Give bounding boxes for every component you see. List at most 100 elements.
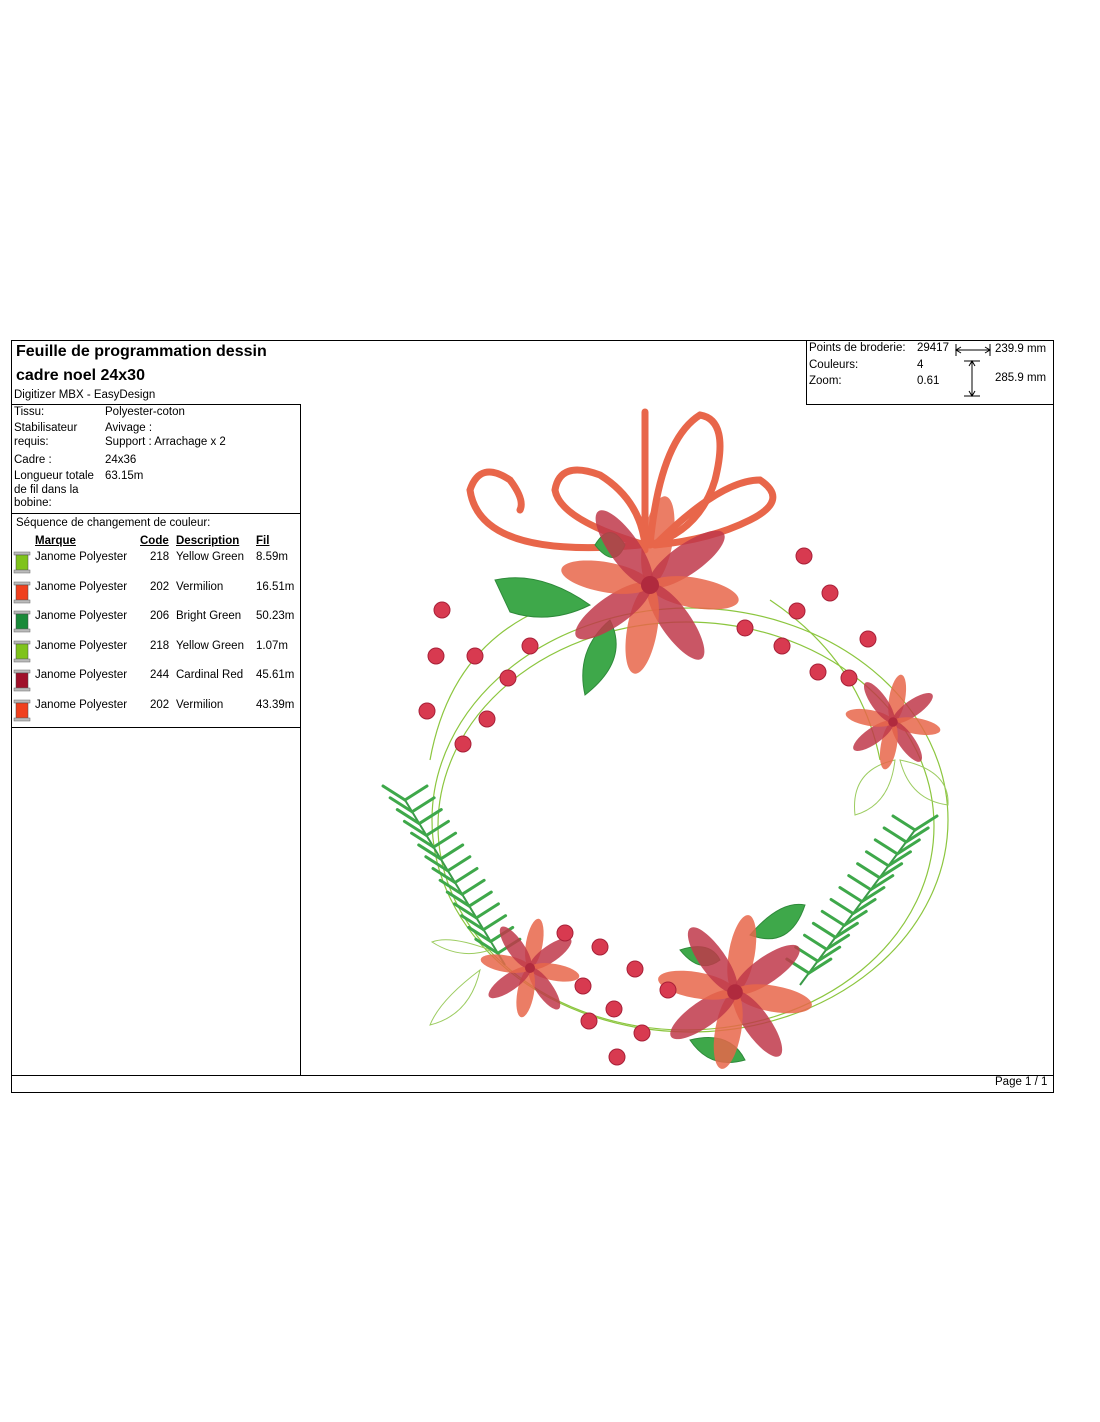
needle [410, 831, 436, 849]
needle [803, 933, 829, 951]
height-dim: 285.9 mm [995, 372, 1047, 384]
needle [467, 925, 493, 943]
code: 202 [150, 699, 170, 711]
berry [608, 1048, 626, 1066]
spool-thread [15, 584, 29, 600]
spool-cap [13, 569, 31, 574]
spool-thread [15, 702, 29, 719]
needle [438, 878, 464, 896]
berry [427, 647, 445, 665]
needle [820, 909, 846, 927]
needle [860, 886, 886, 904]
needle [381, 784, 407, 802]
brand: Janome Polyester [35, 639, 128, 652]
brand: Janome Polyester [35, 610, 128, 623]
needle [851, 897, 877, 915]
property-label: Cadre : [14, 454, 52, 466]
needle [388, 796, 414, 814]
needle [432, 831, 458, 849]
brand: Janome Polyester [35, 699, 128, 711]
berry [821, 584, 839, 602]
needle [833, 921, 859, 939]
needle [467, 890, 493, 908]
berry [633, 1024, 651, 1042]
description: Vermilion [176, 580, 224, 593]
thread-length: 45.61m [256, 669, 295, 682]
stats-box [806, 340, 1054, 405]
property-value: Support : Arrachage x 2 [105, 436, 226, 448]
berry [809, 663, 827, 681]
thread-length: 16.51m [256, 580, 295, 593]
berry [466, 647, 484, 665]
spool-cap [13, 670, 31, 674]
divider [11, 513, 301, 514]
property-label: Tissu: [14, 406, 45, 418]
description: Bright Green [176, 610, 242, 623]
berry [591, 938, 609, 956]
property-label: Longueur totale de fil dans la bobine: [14, 470, 94, 509]
needle [913, 814, 939, 832]
page-number: Page 1 / 1 [995, 1076, 1048, 1088]
needle [403, 784, 429, 802]
petal [529, 937, 572, 970]
description: Yellow Green [176, 551, 244, 563]
berry [521, 637, 539, 655]
spool-thread [15, 643, 29, 660]
needle [842, 909, 868, 927]
needle [825, 933, 851, 951]
berry [736, 619, 754, 637]
needle [482, 914, 508, 932]
sequence-heading: Séquence de changement de couleur: [16, 517, 211, 529]
needle [895, 838, 921, 856]
petal [670, 989, 736, 1040]
needle [474, 937, 500, 955]
needle [460, 878, 486, 896]
stat-label: Points de broderie: [809, 342, 906, 354]
spool-thread [15, 673, 29, 689]
needle [452, 902, 478, 920]
subtitle: Digitizer MBX - EasyDesign [14, 389, 156, 401]
needle [829, 897, 855, 915]
berry [840, 669, 858, 687]
needle [439, 843, 465, 861]
berry [788, 602, 806, 620]
thread-length: 50.23m [256, 610, 295, 623]
berry [605, 1000, 623, 1018]
code: 244 [150, 669, 170, 682]
thread-spool [13, 640, 31, 663]
spool-cap [13, 640, 31, 645]
needle [446, 855, 472, 873]
berry [580, 1012, 598, 1030]
needle [811, 921, 837, 939]
needle [878, 862, 904, 880]
needle [417, 808, 443, 826]
thread-length: 8.59m [256, 551, 288, 563]
needle [402, 819, 428, 837]
description: Yellow Green [176, 639, 244, 652]
berry [859, 630, 877, 648]
embroidery-preview [381, 408, 949, 1069]
code: 218 [150, 551, 170, 563]
property-label: Stabilisateur requis: [14, 422, 78, 448]
petal [892, 692, 933, 724]
code: 202 [150, 580, 170, 593]
spool-cap [13, 658, 31, 663]
spool-cap [13, 610, 31, 615]
stat-label: Couleurs: [809, 358, 859, 371]
needle [410, 796, 436, 814]
needle [882, 826, 908, 844]
flower-center [727, 984, 743, 1000]
needle [891, 814, 917, 832]
petal [595, 510, 653, 586]
property-value: Polyester-coton [105, 406, 185, 418]
column-header: Fil [256, 535, 270, 547]
needle [417, 843, 443, 861]
width-dim: 239.9 mm [995, 343, 1047, 355]
thread-spool [13, 610, 31, 633]
stat-label: Zoom: [809, 375, 842, 387]
spool-cap [13, 581, 31, 585]
berry [773, 637, 791, 655]
needle [431, 867, 457, 884]
needle [864, 850, 890, 868]
stat-value: 0.61 [917, 375, 940, 387]
